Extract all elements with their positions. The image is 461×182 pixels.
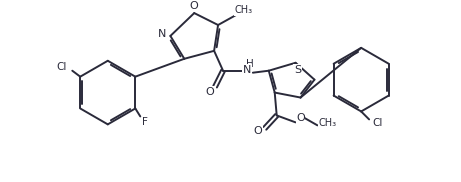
Text: CH₃: CH₃	[235, 5, 253, 15]
Text: N: N	[242, 65, 251, 75]
Text: CH₃: CH₃	[319, 118, 337, 128]
Text: H: H	[246, 59, 254, 69]
Text: F: F	[142, 117, 148, 127]
Text: N: N	[158, 29, 166, 39]
Text: O: O	[296, 113, 305, 123]
Text: S: S	[294, 65, 301, 75]
Text: O: O	[254, 126, 262, 136]
Text: Cl: Cl	[373, 118, 383, 128]
Text: Cl: Cl	[56, 62, 66, 72]
Text: O: O	[190, 1, 199, 11]
Text: O: O	[206, 87, 214, 97]
